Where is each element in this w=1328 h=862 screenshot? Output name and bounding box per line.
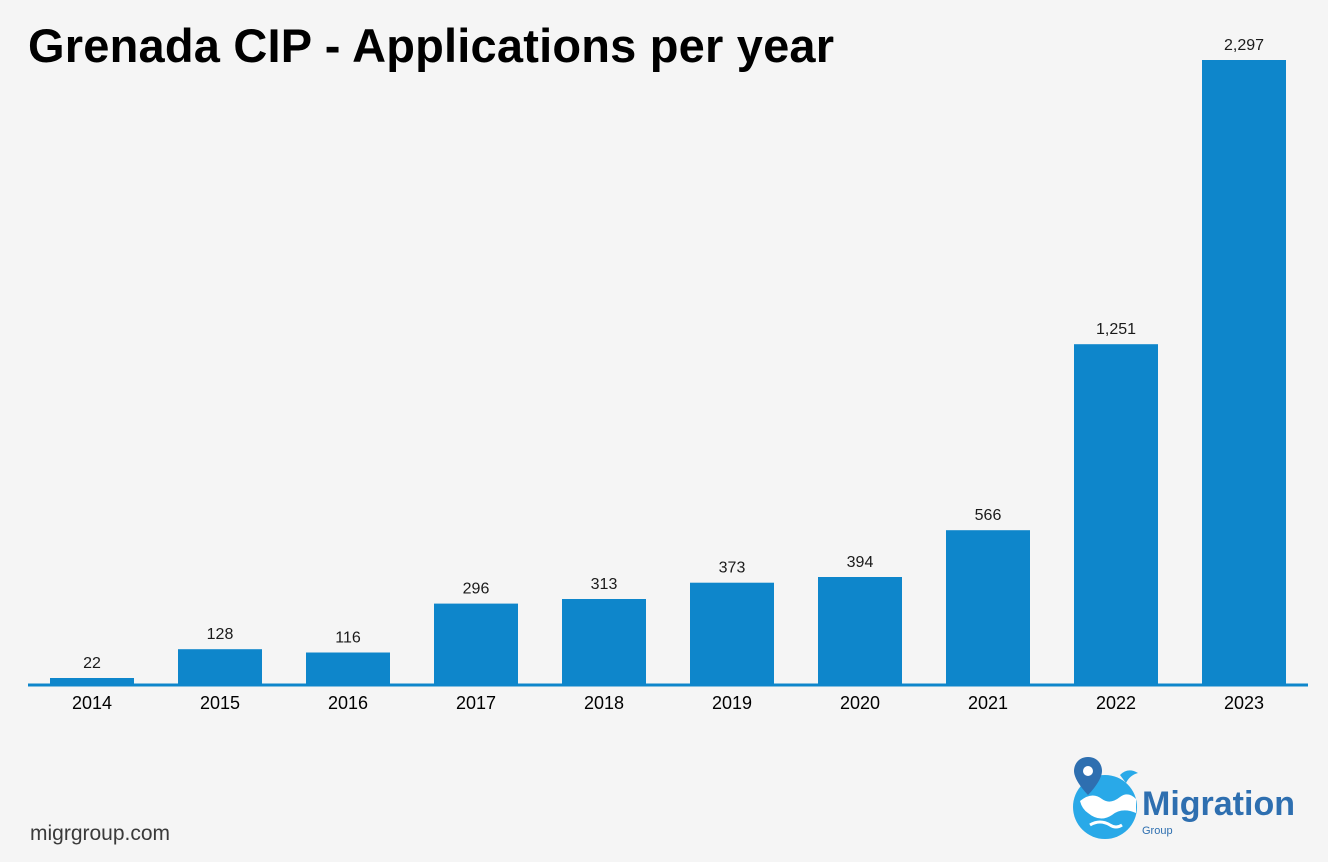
logo-wordmark: Migration — [1142, 785, 1295, 823]
value-label-2023: 2,297 — [1224, 37, 1264, 54]
value-labels-group: 22 128 116 296 313 373 394 566 1,251 2,297 — [83, 37, 1264, 672]
x-tick-label-2023: 2023 — [1224, 693, 1264, 713]
x-tick-label-2018: 2018 — [584, 693, 624, 713]
x-tick-label-2017: 2017 — [456, 693, 496, 713]
bar-2018 — [562, 599, 646, 684]
globe-pin-icon — [1073, 757, 1138, 839]
value-label-2014: 22 — [83, 655, 101, 672]
bar-2019 — [690, 582, 774, 684]
bar-2023 — [1202, 60, 1286, 684]
bar-2022 — [1074, 344, 1158, 684]
x-tick-label-2022: 2022 — [1096, 693, 1136, 713]
value-label-2018: 313 — [591, 576, 618, 593]
x-tick-label-2014: 2014 — [72, 693, 112, 713]
value-label-2019: 373 — [719, 560, 746, 577]
logo-subtext: Group — [1142, 825, 1173, 837]
x-tick-label-2015: 2015 — [200, 693, 240, 713]
bars-group — [50, 60, 1286, 684]
value-label-2016: 116 — [335, 630, 361, 647]
bar-2020 — [818, 577, 902, 684]
source-url[interactable]: migrgroup.com — [30, 822, 171, 845]
value-label-2015: 128 — [207, 626, 234, 643]
value-label-2022: 1,251 — [1096, 321, 1136, 338]
bar-2021 — [946, 530, 1030, 684]
x-tick-label-2021: 2021 — [968, 693, 1008, 713]
x-tick-label-2019: 2019 — [712, 693, 752, 713]
value-label-2020: 394 — [847, 554, 874, 571]
value-label-2021: 566 — [975, 507, 1002, 524]
chart-title: Grenada CIP - Applications per year — [28, 19, 835, 72]
x-tick-label-2020: 2020 — [840, 693, 880, 713]
migration-group-logo: Migration Group — [1070, 755, 1320, 850]
x-tick-label-2016: 2016 — [328, 693, 368, 713]
bar-2014 — [50, 678, 134, 684]
bar-2017 — [434, 603, 518, 684]
x-tick-labels-group: 2014 2015 2016 2017 2018 2019 2020 2021 2022 2023 — [72, 693, 1264, 713]
bar-2016 — [306, 652, 390, 684]
bar-2015 — [178, 649, 262, 684]
value-label-2017: 296 — [463, 581, 490, 598]
